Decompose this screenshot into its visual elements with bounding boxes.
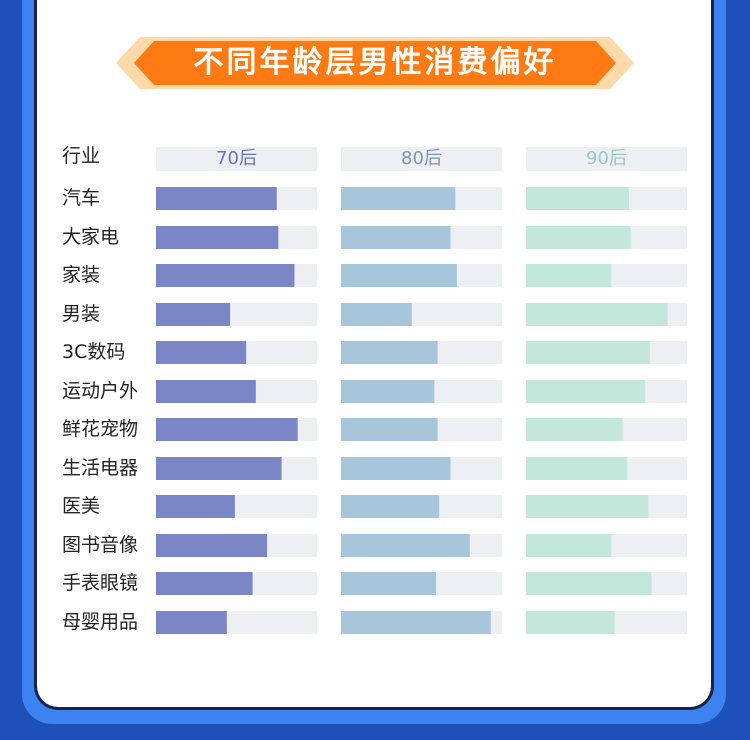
bar-90s [526, 572, 652, 595]
bar-70s [156, 341, 247, 364]
bar-90s [526, 457, 628, 480]
bar-80s [341, 264, 457, 287]
bar-80s [341, 187, 456, 210]
category-label: 医美 [62, 495, 101, 517]
bar-80s [341, 572, 436, 595]
category-label: 母婴用品 [62, 611, 139, 633]
category-label: 汽车 [62, 187, 101, 209]
category-label: 图书音像 [62, 534, 139, 556]
bar-70s [156, 380, 256, 403]
bar-80s [341, 226, 451, 249]
title-banner: 不同年龄层男性消费偏好 [116, 33, 634, 93]
banner-shape [116, 37, 634, 89]
bar-70s [156, 418, 298, 441]
category-label: 手表眼镜 [62, 572, 139, 594]
series-header-80s: 80后 [341, 147, 502, 171]
bar-80s [341, 611, 491, 634]
bar-70s [156, 187, 277, 210]
bar-70s [156, 264, 295, 287]
page-title: 不同年龄层男性消费偏好 [193, 45, 557, 80]
bar-80s [341, 341, 438, 364]
bar-80s [341, 457, 451, 480]
category-label: 运动户外 [62, 380, 139, 402]
bar-80s [341, 303, 412, 326]
bar-90s [526, 264, 612, 287]
category-label: 3C数码 [62, 341, 126, 363]
bar-90s [526, 495, 649, 518]
bar-70s [156, 457, 282, 480]
bar-90s [526, 611, 615, 634]
bar-90s [526, 380, 646, 403]
bar-90s [526, 534, 612, 557]
bar-70s [156, 495, 235, 518]
bar-70s [156, 611, 227, 634]
bar-70s [156, 226, 279, 249]
bar-70s [156, 572, 253, 595]
bar-80s [341, 495, 440, 518]
category-label: 生活电器 [62, 457, 139, 479]
bar-70s [156, 534, 268, 557]
category-label: 男装 [62, 303, 101, 325]
category-label: 鲜花宠物 [62, 418, 139, 440]
bar-80s [341, 418, 438, 441]
bar-90s [526, 187, 630, 210]
category-label: 家装 [62, 264, 101, 286]
bar-90s [526, 418, 623, 441]
category-header: 行业 [62, 145, 101, 167]
bar-90s [526, 341, 650, 364]
bar-80s [341, 380, 435, 403]
series-header-90s: 90后 [526, 147, 687, 171]
bar-90s [526, 303, 668, 326]
series-header-70s: 70后 [156, 147, 317, 171]
bar-80s [341, 534, 470, 557]
bar-90s [526, 226, 631, 249]
bar-70s [156, 303, 231, 326]
category-label: 大家电 [62, 226, 120, 248]
